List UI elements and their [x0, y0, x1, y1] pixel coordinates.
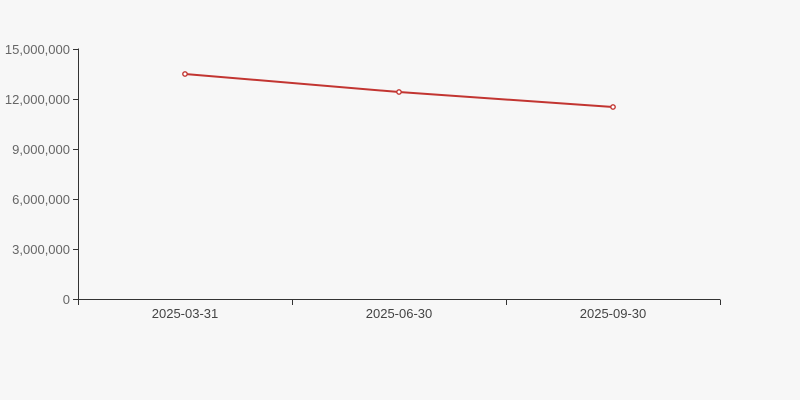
x-tick-label: 2025-06-30 — [366, 306, 433, 321]
y-tick-label: 9,000,000 — [12, 142, 70, 157]
x-axis-ticks: 2025-03-31 2025-06-30 2025-09-30 — [78, 300, 721, 321]
x-tick-label: 2025-03-31 — [152, 306, 219, 321]
y-tick-label: 6,000,000 — [12, 192, 70, 207]
y-tick-label: 3,000,000 — [12, 242, 70, 257]
y-tick-label: 12,000,000 — [5, 92, 70, 107]
data-point-marker[interactable] — [182, 71, 188, 77]
data-point-marker[interactable] — [610, 104, 616, 110]
axes — [78, 48, 721, 300]
y-tick-label: 15,000,000 — [5, 42, 70, 57]
y-tick-label: 0 — [63, 292, 70, 307]
data-point-marker[interactable] — [396, 89, 402, 95]
x-tick-label: 2025-09-30 — [580, 306, 647, 321]
y-axis-ticks: 0 3,000,000 6,000,000 9,000,000 12,000,000 15… — [5, 42, 78, 307]
